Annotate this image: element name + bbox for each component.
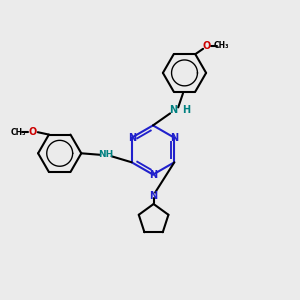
Text: O: O [202, 41, 211, 51]
Text: H: H [182, 105, 190, 115]
Text: CH₃: CH₃ [10, 128, 26, 137]
Text: CH₃: CH₃ [213, 41, 229, 50]
Text: N: N [170, 133, 178, 143]
Text: N: N [128, 133, 136, 143]
Text: NH: NH [99, 150, 114, 159]
Text: N: N [169, 105, 177, 115]
Text: N: N [149, 190, 158, 201]
Text: O: O [28, 127, 37, 137]
Text: N: N [149, 169, 157, 180]
